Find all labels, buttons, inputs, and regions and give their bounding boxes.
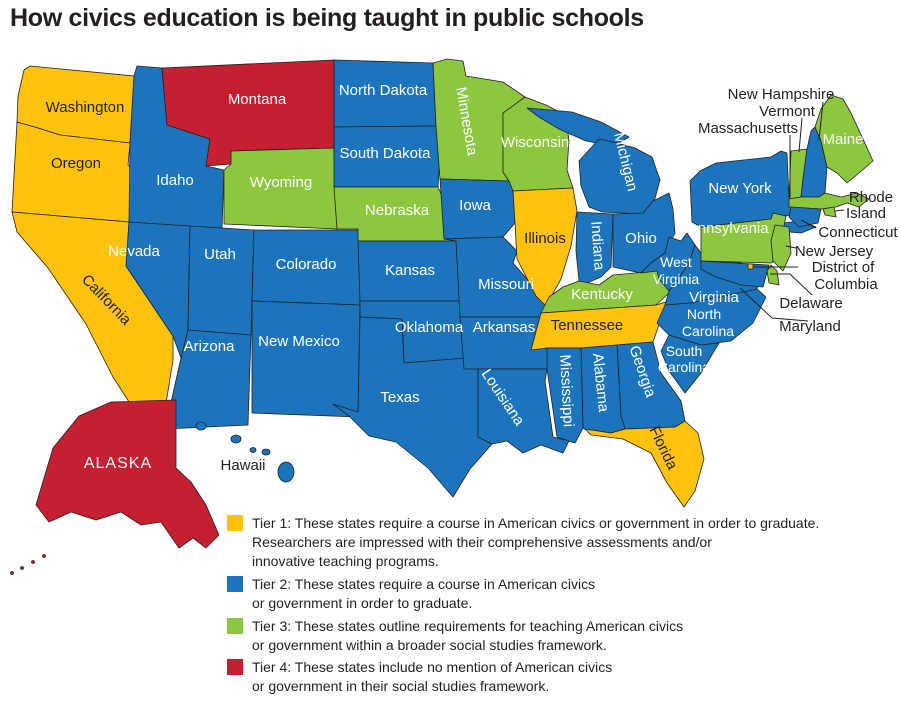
label-south-carolina-line2: Carolina [658,359,710,375]
label-arizona: Arizona [184,338,236,355]
leader-new-hampshire [818,101,824,141]
state-louisiana [477,368,570,454]
label-nevada: Nevada [108,243,160,260]
label-hawaii: Hawaii [220,457,265,474]
label-new-mexico: New Mexico [258,333,340,350]
label-north-carolina-line1: North [687,306,721,322]
alaska-aleutian-island [20,566,24,570]
state-alaska [35,399,220,549]
state-mississippi [546,347,584,444]
state-illinois [512,187,578,307]
callout-new-jersey: New Jersey [795,243,874,260]
state-ohio [612,192,676,274]
label-oregon: Oregon [51,155,101,172]
label-mississippi: Mississippi [556,354,577,427]
callout-massachusetts: Massachusetts [698,120,798,137]
label-alabama: Alabama [589,352,612,413]
label-alaska: ALASKA [84,455,152,472]
state-new-hampshire [800,126,828,198]
label-idaho: Idaho [156,172,194,189]
state-rhode-island [822,206,837,218]
state-kentucky [540,270,672,314]
hawaii-island [277,461,295,483]
label-missouri: Missouri [478,276,534,293]
label-pennsylvania: Pennsylvania [679,220,769,237]
state-texas [332,316,493,498]
label-oklahoma: Oklahoma [395,319,464,336]
callout-connecticut: Connecticut [818,224,898,241]
label-washington: Washington [46,99,125,116]
state-new-mexico [251,300,361,418]
label-illinois: Illinois [524,230,566,247]
callout-vermont: Vermont [759,103,816,120]
leader-delaware [770,273,813,296]
state-new-jersey [770,224,792,272]
label-wyoming: Wyoming [250,174,312,191]
hawaii-island [249,447,257,453]
leader-maryland [739,287,809,322]
label-indiana: Indiana [587,221,607,272]
callout-new-hampshire: New Hampshire [728,86,835,103]
alaska-aleutian-island [42,554,46,558]
label-west-virginia-line1: West [660,254,692,270]
state-south-carolina [660,334,720,394]
label-virginia: Virginia [689,289,739,306]
callout-rhode-island-line1: Rhode [849,189,893,206]
callout-labels: New Hampshire Vermont Massachusetts Rhod… [698,86,898,335]
label-arkansas: Arkansas [473,319,536,336]
label-utah: Utah [204,246,236,263]
hawaii-island [195,421,207,431]
callout-delaware: Delaware [779,295,842,312]
state-delaware [766,264,780,286]
label-colorado: Colorado [276,256,337,273]
state-maine [814,94,874,184]
alaska-aleutian-island [31,560,35,564]
state-connecticut [788,206,822,228]
label-texas: Texas [380,389,419,406]
leader-connecticut [800,219,817,229]
state-shapes [10,58,874,575]
state-utah [187,225,255,336]
label-nebraska: Nebraska [365,202,430,219]
hawaii-island [230,434,242,444]
label-west-virginia-line2: Virginia [653,271,700,287]
label-wisconsin: Wisconsin [501,134,569,151]
leader-new-jersey [785,245,797,249]
state-district-of-columbia [747,263,754,270]
label-new-york: New York [708,180,772,197]
state-arizona [164,329,252,430]
leader-vermont [798,117,803,153]
label-maine: Maine [823,131,864,148]
label-south-dakota: South Dakota [340,145,432,162]
callout-rhode-island-line2: Island [846,205,886,222]
alaska-aleutian-island [10,571,14,575]
label-tennessee: Tennessee [551,317,624,334]
hawaii-island [261,448,271,456]
label-kentucky: Kentucky [571,286,633,303]
state-florida [584,420,705,508]
callout-district-of-columbia-line2: Columbia [814,276,878,293]
callout-lines [739,101,845,322]
callout-maryland: Maryland [779,318,841,335]
callout-district-of-columbia-line1: District of [812,259,875,276]
page-title: How civics education is being taught in … [10,4,644,32]
label-north-dakota: North Dakota [339,82,428,99]
label-north-carolina-line2: Carolina [682,323,734,339]
label-kansas: Kansas [385,262,435,279]
label-ohio: Ohio [625,230,657,247]
label-south-carolina-line1: South [666,343,703,359]
leader-rhode-island [834,209,845,212]
label-iowa: Iowa [459,197,491,214]
label-montana: Montana [228,91,287,108]
